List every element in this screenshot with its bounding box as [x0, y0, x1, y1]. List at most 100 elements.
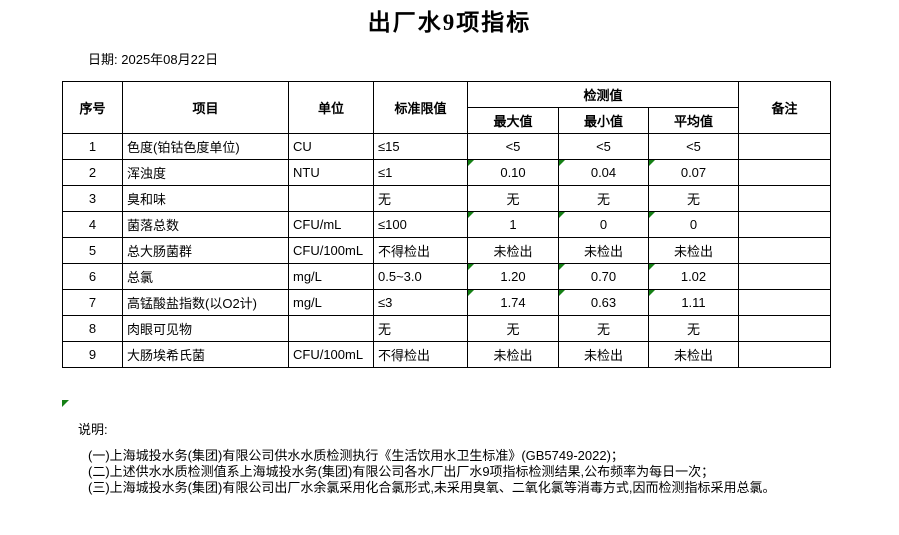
cell-flag-icon	[649, 160, 655, 166]
cell-remark	[738, 315, 831, 342]
cell-remark	[738, 133, 831, 160]
header-item: 项目	[122, 81, 289, 134]
date-label: 日期:	[88, 52, 118, 67]
cell-remark	[738, 237, 831, 264]
cell-index: 1	[62, 133, 123, 160]
cell-flag-icon	[649, 264, 655, 270]
cell-remark	[738, 289, 831, 316]
table-row: 2 浑浊度 NTU ≤1 0.10 0.04 0.07	[62, 159, 831, 186]
cell-max: <5	[467, 133, 559, 160]
table-header: 序号 项目 单位 标准限值 检测值 备注 最大值 最小值 平均值	[62, 81, 831, 134]
cell-limit: 无	[373, 315, 468, 342]
cell-item: 大肠埃希氏菌	[122, 341, 289, 368]
cell-unit	[288, 185, 374, 212]
cell-item: 色度(铂钴色度单位)	[122, 133, 289, 160]
stray-flag-icon	[62, 400, 69, 407]
page-title: 出厂水9项指标	[367, 10, 532, 35]
cell-unit: mg/L	[288, 289, 374, 316]
cell-limit: 0.5~3.0	[373, 263, 468, 290]
cell-unit: CFU/mL	[288, 211, 374, 238]
cell-min: 未检出	[558, 237, 649, 264]
cell-index: 2	[62, 159, 123, 186]
header-detection: 检测值	[467, 81, 739, 108]
cell-flag-icon	[559, 290, 565, 296]
cell-limit: 无	[373, 185, 468, 212]
cell-avg: 0.07	[648, 159, 739, 186]
water-quality-table: 序号 项目 单位 标准限值 检测值 备注 最大值 最小值 平均值 1 色度(铂钴色…	[62, 81, 831, 368]
cell-item: 菌落总数	[122, 211, 289, 238]
cell-max: 1.20	[467, 263, 559, 290]
cell-limit: ≤1	[373, 159, 468, 186]
cell-max: 无	[467, 185, 559, 212]
cell-avg: <5	[648, 133, 739, 160]
table-row: 7 高锰酸盐指数(以O2计) mg/L ≤3 1.74 0.63 1.11	[62, 289, 831, 316]
cell-item: 臭和味	[122, 185, 289, 212]
cell-min: 0.70	[558, 263, 649, 290]
cell-item: 总大肠菌群	[122, 237, 289, 264]
cell-flag-icon	[559, 212, 565, 218]
header-avg: 平均值	[648, 107, 739, 134]
cell-flag-icon	[649, 290, 655, 296]
cell-item: 高锰酸盐指数(以O2计)	[122, 289, 289, 316]
note-line: (一)上海城投水务(集团)有限公司供水水质检测执行《生活饮用水卫生标准》(GB5…	[88, 448, 624, 463]
cell-flag-icon	[559, 160, 565, 166]
cell-min: 0.04	[558, 159, 649, 186]
cell-limit: 不得检出	[373, 237, 468, 264]
cell-unit	[288, 315, 374, 342]
cell-max: 无	[467, 315, 559, 342]
cell-unit: NTU	[288, 159, 374, 186]
cell-max: 0.10	[467, 159, 559, 186]
cell-avg: 未检出	[648, 341, 739, 368]
cell-unit: CU	[288, 133, 374, 160]
cell-min: 无	[558, 315, 649, 342]
cell-min: <5	[558, 133, 649, 160]
cell-unit: CFU/100mL	[288, 237, 374, 264]
header-max: 最大值	[467, 107, 559, 134]
table-row: 1 色度(铂钴色度单位) CU ≤15 <5 <5 <5	[62, 133, 831, 160]
table-row: 8 肉眼可见物无无无无	[62, 315, 831, 342]
report-date: 日期: 2025年08月22日	[88, 49, 218, 68]
note-line: (二)上述供水水质检测值系上海城投水务(集团)有限公司各水厂出厂水9项指标检测结…	[88, 464, 715, 479]
cell-index: 7	[62, 289, 123, 316]
cell-item: 总氯	[122, 263, 289, 290]
cell-avg: 无	[648, 185, 739, 212]
cell-flag-icon	[468, 264, 474, 270]
cell-max: 1.74	[467, 289, 559, 316]
table-row: 3 臭和味无无无无	[62, 185, 831, 212]
table-row: 4 菌落总数 CFU/mL ≤100 1 0 0	[62, 211, 831, 238]
cell-index: 5	[62, 237, 123, 264]
cell-avg: 1.02	[648, 263, 739, 290]
cell-avg: 1.11	[648, 289, 739, 316]
cell-unit: mg/L	[288, 263, 374, 290]
cell-avg: 未检出	[648, 237, 739, 264]
cell-max: 未检出	[467, 341, 559, 368]
cell-flag-icon	[559, 264, 565, 270]
cell-min: 未检出	[558, 341, 649, 368]
cell-index: 8	[62, 315, 123, 342]
cell-min: 0	[558, 211, 649, 238]
cell-max: 未检出	[467, 237, 559, 264]
cell-remark	[738, 211, 831, 238]
header-remark: 备注	[738, 81, 831, 134]
cell-avg: 无	[648, 315, 739, 342]
header-limit: 标准限值	[373, 81, 468, 134]
header-min: 最小值	[558, 107, 649, 134]
cell-limit: ≤3	[373, 289, 468, 316]
cell-flag-icon	[468, 160, 474, 166]
cell-limit: 不得检出	[373, 341, 468, 368]
table-row: 9 大肠埃希氏菌 CFU/100mL 不得检出 未检出 未检出 未检出	[62, 341, 831, 368]
table-row: 5 总大肠菌群 CFU/100mL 不得检出 未检出 未检出 未检出	[62, 237, 831, 264]
date-value: 2025年08月22日	[121, 52, 219, 67]
header-unit: 单位	[288, 81, 374, 134]
header-index: 序号	[62, 81, 123, 134]
notes-block: (一)上海城投水务(集团)有限公司供水水质检测执行《生活饮用水卫生标准》(GB5…	[88, 448, 776, 496]
cell-index: 6	[62, 263, 123, 290]
cell-min: 无	[558, 185, 649, 212]
cell-remark	[738, 185, 831, 212]
cell-index: 3	[62, 185, 123, 212]
table-body: 1 色度(铂钴色度单位) CU ≤15 <5 <5 <5 2 浑浊度 NTU ≤1 0.10 0.04 0…	[62, 133, 831, 368]
cell-flag-icon	[468, 212, 474, 218]
cell-limit: ≤15	[373, 133, 468, 160]
note-line: (三)上海城投水务(集团)有限公司出厂水余氯采用化合氯形式,未采用臭氧、二氧化氯…	[88, 480, 776, 495]
cell-avg: 0	[648, 211, 739, 238]
